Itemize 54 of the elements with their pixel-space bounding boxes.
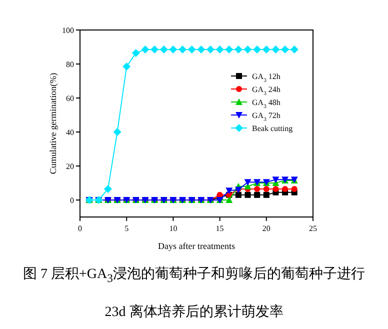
point [244, 179, 252, 186]
point [197, 46, 206, 54]
point [226, 188, 233, 194]
y-axis-title: Cumulative germination(%) [48, 72, 58, 174]
point [263, 192, 270, 198]
point [262, 46, 270, 54]
point [272, 186, 279, 192]
point [226, 196, 233, 203]
point [104, 184, 112, 193]
point [235, 192, 242, 198]
legend-label: GA$_{3}$ 48h [252, 98, 280, 110]
point [160, 46, 168, 54]
legend-label: Beak cutting [252, 124, 293, 133]
point [281, 46, 290, 54]
point [113, 128, 122, 136]
x-tick-label: 5 [124, 224, 129, 233]
y-tick-label: 100 [62, 26, 74, 35]
x-tick-label: 15 [216, 224, 224, 233]
x-tick-label: 20 [262, 224, 270, 233]
point [254, 192, 260, 198]
point [216, 46, 224, 54]
point [225, 46, 234, 54]
point [253, 46, 262, 54]
point [291, 186, 298, 192]
legend-label: GA$_{3}$ 12h [252, 72, 280, 84]
point [206, 46, 214, 54]
point [178, 46, 187, 54]
point [290, 46, 298, 54]
point [272, 46, 280, 54]
x-tick-label: 25 [309, 224, 317, 233]
point [141, 46, 150, 54]
point [254, 186, 260, 192]
point [244, 46, 252, 54]
point [263, 186, 270, 192]
point [122, 62, 131, 71]
x-axis-title: Days after treatments [158, 241, 236, 251]
point [169, 46, 178, 54]
legend-label: GA$_{3}$ 24h [252, 85, 280, 97]
point [234, 46, 242, 54]
point [244, 192, 251, 198]
point [188, 46, 196, 54]
y-tick-label: 80 [66, 60, 74, 69]
point [272, 176, 280, 184]
point [132, 48, 140, 57]
legend-label: GA$_{3}$ 72h [252, 111, 280, 123]
y-tick-label: 0 [70, 196, 74, 205]
y-tick-label: 20 [66, 162, 74, 171]
point [150, 46, 159, 54]
x-tick-label: 10 [169, 224, 178, 233]
y-tick-label: 60 [66, 94, 74, 103]
x-tick-label: 0 [78, 224, 82, 233]
chart-title: 图 7 层积+GA$_{3}$浸泡的葡萄种子和剪喙后的葡萄种子进行23d 离体培养后的累计萌发率 [23, 267, 365, 320]
y-tick-label: 40 [66, 128, 74, 137]
point [282, 186, 288, 192]
